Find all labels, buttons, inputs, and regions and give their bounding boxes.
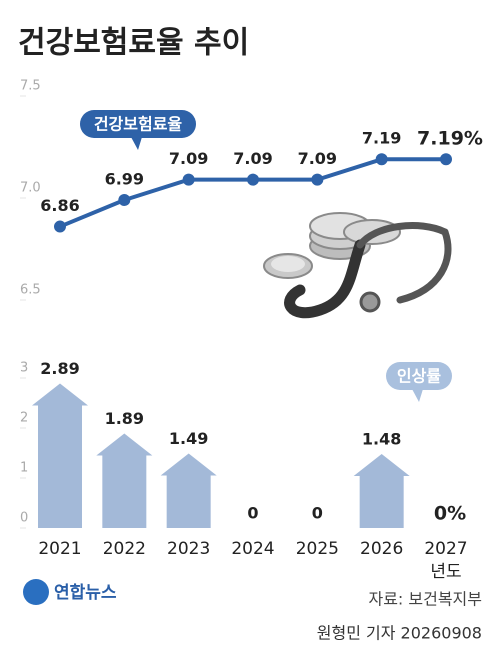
value-label: 7.19% — [417, 128, 483, 150]
y-tick-label: 2 — [20, 411, 28, 426]
value-label: 7.19 — [362, 129, 401, 148]
logo-icon — [23, 579, 49, 605]
x-tick-label: 2024 — [231, 539, 274, 559]
value-label: 6.86 — [40, 196, 79, 215]
y-tick-label: 1 — [20, 461, 28, 476]
x-tick-label: 2023 — [167, 539, 210, 559]
value-label: 7.09 — [169, 149, 208, 168]
y-tick-label: 0 — [20, 511, 28, 526]
value-label: 1.48 — [362, 430, 401, 449]
illustration — [263, 212, 452, 319]
value-label: 1.49 — [169, 429, 208, 448]
legend-pointer — [412, 389, 423, 402]
x-tick-label: 2027 — [424, 539, 467, 559]
y-tick-label: 7.0 — [20, 181, 41, 196]
value-label: 7.09 — [233, 149, 272, 168]
credit: 원형민 기자 20260908 — [317, 624, 482, 643]
point — [54, 220, 66, 233]
logo: 연합뉴스 — [54, 582, 117, 603]
legend-box — [80, 110, 196, 138]
value-label: 7.09 — [298, 149, 337, 168]
y-tick-label: 7.5 — [20, 79, 41, 94]
value-label: 0 — [247, 504, 258, 523]
point — [182, 173, 195, 186]
arrow-bar — [32, 383, 88, 528]
x-tick-label: 2021 — [38, 539, 81, 559]
x-tick-label: 2026 — [360, 539, 403, 559]
legend-box — [386, 362, 452, 390]
x-tick-label: 2025 — [296, 539, 339, 559]
point — [375, 153, 388, 166]
arrow-bar — [353, 454, 410, 528]
value-label: 0% — [434, 503, 466, 525]
value-label: 2.89 — [40, 359, 79, 378]
value-label: 6.99 — [105, 170, 144, 189]
x-tick-label: 2022 — [103, 539, 146, 559]
point — [247, 173, 259, 186]
point — [440, 153, 452, 166]
legend-pointer — [131, 137, 142, 150]
arrow-bar — [160, 453, 217, 528]
value-label: 0 — [312, 504, 323, 523]
point — [311, 173, 324, 186]
x-axis-label: 년도 — [430, 562, 461, 582]
value-label: 1.89 — [105, 409, 144, 428]
source: 자료: 보건복지부 — [368, 590, 482, 609]
legend-label: 인상률 — [397, 367, 441, 386]
point — [118, 194, 131, 207]
legend-label: 건강보험료율 — [94, 115, 183, 134]
y-tick-label: 3 — [20, 361, 28, 376]
chart-title: 건강보험료율 추이 — [18, 26, 249, 61]
arrow-bar — [96, 433, 153, 528]
y-tick-label: 6.5 — [20, 283, 41, 298]
